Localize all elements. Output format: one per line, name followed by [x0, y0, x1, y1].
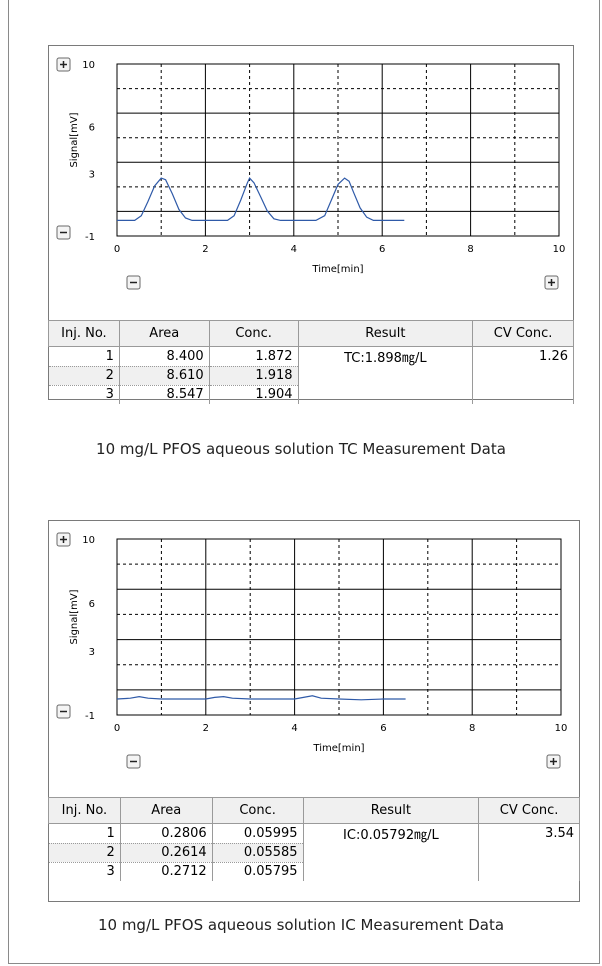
y-tick-label: -1	[85, 711, 95, 722]
tc-chart: 10 6 3 -1 0 2 4 6 8 10 Time[min] Signal[mV]	[56, 57, 566, 290]
x-tick-label: 6	[379, 244, 385, 255]
cell-area: 0.2712	[120, 862, 213, 881]
x-zoom-out-minus-icon[interactable]	[126, 754, 141, 769]
col-header-conc: Conc.	[208, 320, 299, 347]
x-tick-label: 10	[555, 723, 568, 734]
tc-measurement-panel: 10 6 3 -1 0 2 4 6 8 10 Time[min] Signal[mV] Inj. No…	[48, 45, 574, 404]
cell-result: TC:1.898㎎/L	[298, 346, 474, 366]
series-line	[117, 177, 405, 221]
table-row[interactable]: 2 0.2614 0.05585	[48, 843, 580, 863]
table-row[interactable]: 1 0.2806 0.05995 IC:0.05792㎎/L 3.54	[48, 823, 580, 844]
cell-result	[298, 385, 474, 404]
y-tick-label: 3	[89, 169, 95, 180]
y-tick-label: 10	[82, 60, 95, 71]
cell-result: IC:0.05792㎎/L	[303, 823, 480, 843]
x-axis-label: Time[min]	[312, 743, 364, 754]
x-zoom-in-plus-icon[interactable]	[546, 754, 561, 769]
cell-inj-no: 3	[48, 385, 120, 404]
tc-results-table: Inj. No. Area Conc. Result CV Conc. 1 8.…	[48, 320, 574, 404]
x-zoom-in-plus-icon[interactable]	[544, 275, 559, 290]
ic-measurement-panel: 10 6 3 -1 0 2 4 6 8 10 Time[min] Signal[mV] Inj. No…	[48, 520, 580, 902]
table-row[interactable]: 3 0.2712 0.05795	[48, 862, 580, 881]
y-axis-label: Signal[mV]	[69, 589, 80, 644]
cell-conc: 1.904	[209, 385, 299, 404]
x-tick-label: 4	[291, 244, 297, 255]
y-tick-label: -1	[85, 232, 95, 243]
cell-inj-no: 3	[48, 862, 121, 881]
cell-cv-conc	[478, 843, 580, 862]
cell-result	[298, 366, 474, 385]
ic-results-table: Inj. No. Area Conc. Result CV Conc. 1 0.…	[48, 797, 580, 881]
ic-chart: 10 6 3 -1 0 2 4 6 8 10 Time[min] Signal[mV]	[56, 532, 568, 769]
y-zoom-in-plus-icon[interactable]	[56, 57, 71, 72]
cell-inj-no: 2	[48, 366, 120, 386]
col-header-result: Result	[302, 797, 480, 824]
x-zoom-out-minus-icon[interactable]	[126, 275, 141, 290]
series-line	[116, 695, 406, 701]
cell-inj-no: 1	[48, 346, 120, 367]
x-tick-label: 8	[469, 723, 475, 734]
x-tick-label: 2	[202, 244, 208, 255]
y-zoom-in-plus-icon[interactable]	[56, 532, 71, 547]
cell-cv-conc: 3.54	[478, 823, 580, 843]
y-axis-label: Signal[mV]	[69, 112, 80, 167]
y-zoom-out-minus-icon[interactable]	[56, 225, 71, 240]
cell-conc: 1.918	[209, 366, 299, 386]
col-header-area: Area	[119, 797, 213, 824]
tc-caption: 10 mg/L PFOS aqueous solution TC Measure…	[96, 440, 506, 458]
cell-inj-no: 2	[48, 843, 121, 863]
cell-cv-conc	[478, 862, 580, 881]
x-tick-label: 0	[114, 244, 120, 255]
ic-caption: 10 mg/L PFOS aqueous solution IC Measure…	[97, 916, 505, 934]
cell-inj-no: 1	[48, 823, 121, 844]
x-tick-label: 6	[380, 723, 386, 734]
y-tick-label: 6	[89, 599, 95, 610]
y-zoom-out-minus-icon[interactable]	[56, 704, 71, 719]
x-tick-label: 4	[291, 723, 297, 734]
x-tick-label: 2	[203, 723, 209, 734]
col-header-inj-no: Inj. No.	[48, 797, 121, 824]
cell-conc: 0.05585	[212, 843, 304, 863]
col-header-conc: Conc.	[211, 797, 304, 824]
table-row[interactable]: 3 8.547 1.904	[48, 385, 574, 404]
x-tick-label: 8	[467, 244, 473, 255]
table-row[interactable]: 2 8.610 1.918	[48, 366, 574, 386]
cell-conc: 0.05795	[212, 862, 304, 881]
cell-area: 0.2614	[120, 843, 213, 863]
cell-conc: 0.05995	[212, 823, 304, 844]
page-frame	[8, 0, 600, 964]
x-axis-label: Time[min]	[311, 264, 363, 275]
x-tick-label: 10	[553, 244, 566, 255]
cell-cv-conc	[472, 385, 574, 404]
cell-result	[303, 862, 480, 881]
col-header-cv-conc: CV Conc.	[472, 320, 574, 347]
cell-conc: 1.872	[209, 346, 299, 367]
cell-cv-conc	[472, 366, 574, 385]
cell-area: 0.2806	[120, 823, 213, 844]
table-row[interactable]: 1 8.400 1.872 TC:1.898㎎/L 1.26	[48, 346, 574, 367]
cell-area: 8.400	[119, 346, 210, 367]
y-tick-label: 10	[82, 535, 95, 546]
cell-area: 8.547	[119, 385, 210, 404]
x-tick-label: 0	[114, 723, 120, 734]
col-header-inj-no: Inj. No.	[48, 320, 120, 347]
col-header-area: Area	[118, 320, 210, 347]
cell-cv-conc: 1.26	[472, 346, 574, 366]
col-header-cv-conc: CV Conc.	[478, 797, 580, 824]
y-tick-label: 6	[89, 123, 95, 134]
col-header-result: Result	[297, 320, 474, 347]
cell-result	[303, 843, 480, 862]
cell-area: 8.610	[119, 366, 210, 386]
y-tick-label: 3	[89, 647, 95, 658]
